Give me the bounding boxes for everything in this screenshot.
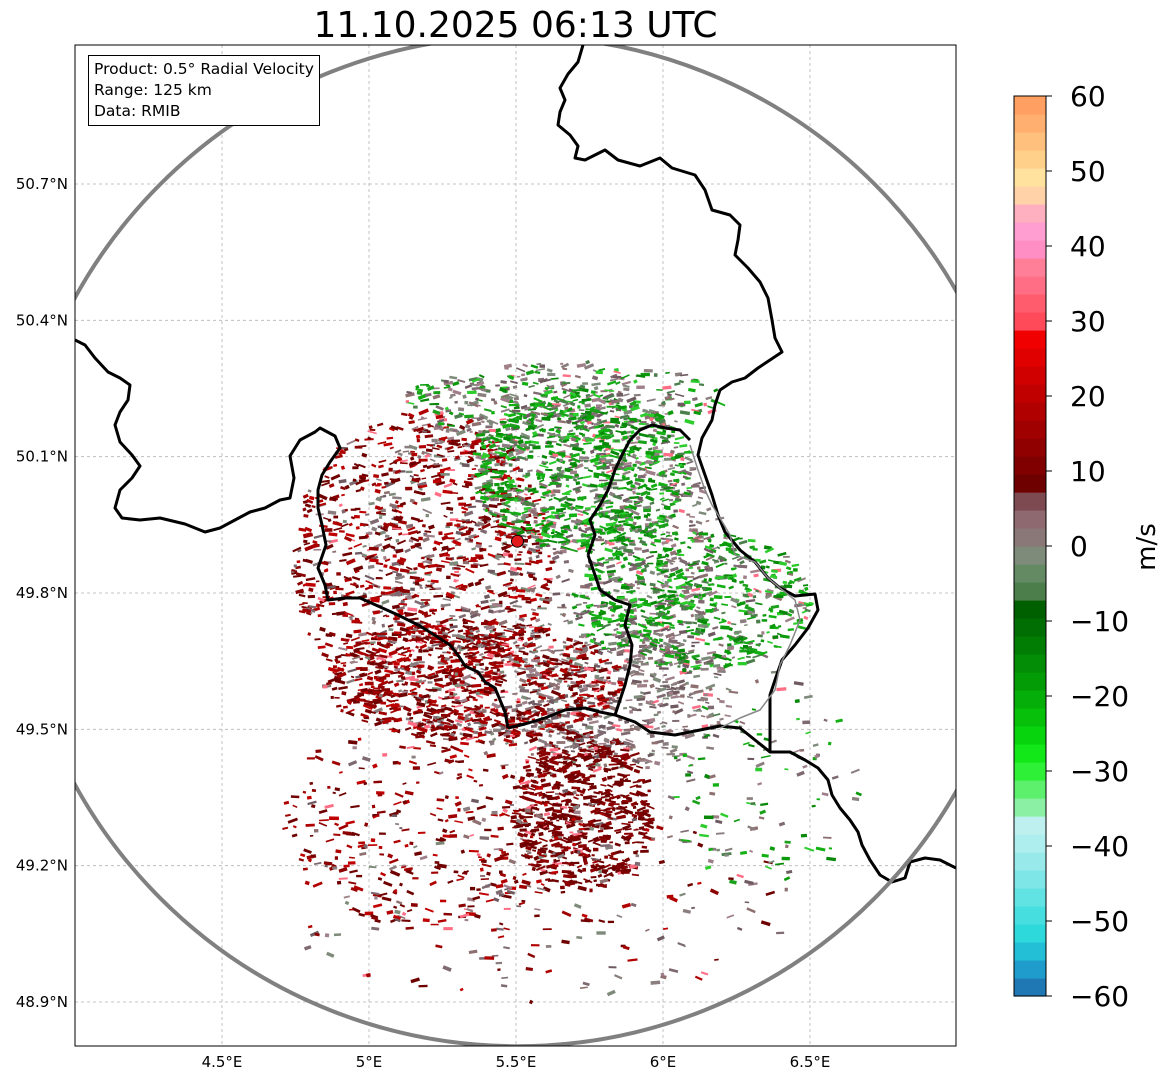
colorbar-segment xyxy=(1014,960,1046,979)
colorbar-label-wrap: m/s xyxy=(1127,522,1167,572)
plot-frame xyxy=(74,44,957,1047)
colorbar-tick-label: −10 xyxy=(1070,605,1129,638)
colorbar-segment xyxy=(1014,438,1046,457)
lon-tick-label: 6°E xyxy=(650,1053,677,1071)
lat-tick-label: 48.9°N xyxy=(16,993,68,1011)
latitude-axis: 50.7°N 50.4°N 50.1°N 49.8°N 49.5°N 49.2°N 48.9… xyxy=(16,175,68,1011)
colorbar-segment xyxy=(1014,132,1046,151)
info-source: Data: RMIB xyxy=(94,102,181,120)
lat-tick-label: 49.5°N xyxy=(16,720,68,738)
colorbar-segment xyxy=(1014,420,1046,439)
colorbar-segment xyxy=(1014,690,1046,709)
colorbar-segment xyxy=(1014,834,1046,853)
colorbar-segment xyxy=(1014,510,1046,529)
colorbar-segment xyxy=(1014,150,1046,169)
info-product: Product: 0.5° Radial Velocity xyxy=(94,60,314,78)
colorbar-segment xyxy=(1014,780,1046,799)
border-lux-west xyxy=(586,423,692,556)
colorbar-segment xyxy=(1014,708,1046,727)
colorbar-segment xyxy=(1014,978,1046,997)
lat-tick-label: 49.2°N xyxy=(16,857,68,875)
velocity-echoes xyxy=(282,359,862,1005)
colorbar-tick-label: −60 xyxy=(1070,980,1129,1013)
colorbar-segment xyxy=(1014,96,1046,115)
border-inner xyxy=(689,444,801,729)
colorbar-segment xyxy=(1014,870,1046,889)
border-east xyxy=(556,45,956,884)
colorbar-segment xyxy=(1014,384,1046,403)
colorbar-segment xyxy=(1014,672,1046,691)
info-range: Range: 125 km xyxy=(94,81,212,99)
lat-tick-label: 50.4°N xyxy=(16,311,68,329)
colorbar xyxy=(1013,95,1047,997)
grid-lines xyxy=(75,45,956,1046)
info-box: Product: 0.5° Radial Velocity Range: 125… xyxy=(88,55,320,126)
colorbar-segment xyxy=(1014,924,1046,943)
colorbar-segment xyxy=(1014,816,1046,835)
colorbar-segment xyxy=(1014,546,1046,565)
colorbar-segment xyxy=(1014,798,1046,817)
colorbar-segment xyxy=(1014,276,1046,295)
colorbar-tick-label: 50 xyxy=(1070,155,1106,188)
colorbar-segment xyxy=(1014,240,1046,259)
radar-site-marker xyxy=(510,534,524,548)
colorbar-segment xyxy=(1014,492,1046,511)
lat-tick-label: 50.7°N xyxy=(16,175,68,193)
lat-tick-label: 49.8°N xyxy=(16,584,68,602)
longitude-axis: 4.5°E 5°E 5.5°E 6°E 6.5°E xyxy=(202,1053,831,1071)
colorbar-ticks: 60 50 40 30 20 10 0 −10 −20 −30 −40 −50 −60 xyxy=(1046,80,1129,1013)
colorbar-segment xyxy=(1014,726,1046,745)
border-lux-south xyxy=(507,554,634,730)
colorbar-segment xyxy=(1014,942,1046,961)
colorbar-segment xyxy=(1014,528,1046,547)
border-lux-east xyxy=(614,713,771,754)
colorbar-segment xyxy=(1014,312,1046,331)
colorbar-segment xyxy=(1014,600,1046,619)
colorbar-segment xyxy=(1014,474,1046,493)
colorbar-segment xyxy=(1014,186,1046,205)
colorbar-segment xyxy=(1014,654,1046,673)
colorbar-segment xyxy=(1014,888,1046,907)
lon-tick-label: 5°E xyxy=(356,1053,383,1071)
border-north xyxy=(75,338,510,729)
lon-tick-label: 5.5°E xyxy=(496,1053,537,1071)
lon-tick-label: 4.5°E xyxy=(202,1053,243,1071)
colorbar-tick-label: 0 xyxy=(1070,530,1088,563)
colorbar-segment xyxy=(1014,402,1046,421)
colorbar-segment xyxy=(1014,204,1046,223)
colorbar-segment xyxy=(1014,456,1046,475)
country-borders xyxy=(75,45,956,884)
colorbar-segment xyxy=(1014,168,1046,187)
colorbar-segment xyxy=(1014,618,1046,637)
lat-tick-label: 50.1°N xyxy=(16,448,68,466)
colorbar-unit-label: m/s xyxy=(1132,523,1162,571)
colorbar-segment xyxy=(1014,636,1046,655)
colorbar-segment xyxy=(1014,366,1046,385)
colorbar-tick-label: −20 xyxy=(1070,680,1129,713)
colorbar-tick-label: −30 xyxy=(1070,755,1129,788)
colorbar-segment xyxy=(1014,258,1046,277)
colorbar-segment xyxy=(1014,330,1046,349)
colorbar-segment xyxy=(1014,294,1046,313)
colorbar-segment xyxy=(1014,348,1046,367)
colorbar-tick-label: 10 xyxy=(1070,455,1106,488)
page-title: 11.10.2025 06:13 UTC xyxy=(313,5,718,46)
colorbar-tick-label: 20 xyxy=(1070,380,1106,413)
colorbar-segment xyxy=(1014,906,1046,925)
colorbar-segment xyxy=(1014,744,1046,763)
colorbar-segment xyxy=(1014,762,1046,781)
colorbar-segment xyxy=(1014,852,1046,871)
colorbar-tick-label: 60 xyxy=(1070,80,1106,113)
lon-tick-label: 6.5°E xyxy=(790,1053,831,1071)
colorbar-tick-label: −50 xyxy=(1070,905,1129,938)
colorbar-segment xyxy=(1014,114,1046,133)
colorbar-segment xyxy=(1014,222,1046,241)
colorbar-tick-label: −40 xyxy=(1070,830,1129,863)
colorbar-tick-label: 40 xyxy=(1070,230,1106,263)
colorbar-segment xyxy=(1014,564,1046,583)
colorbar-tick-label: 30 xyxy=(1070,305,1106,338)
colorbar-segment xyxy=(1014,582,1046,601)
